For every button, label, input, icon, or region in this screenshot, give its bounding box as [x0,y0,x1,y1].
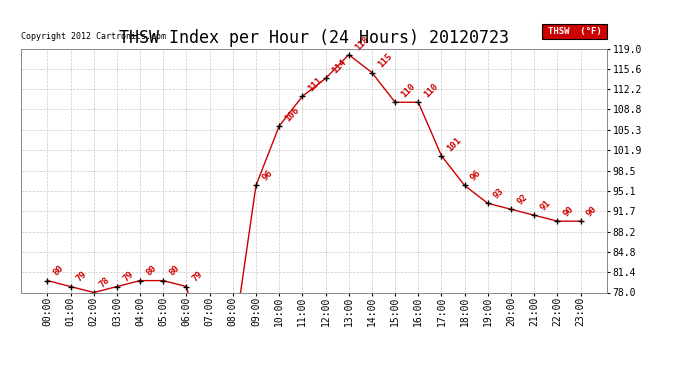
Text: 90: 90 [584,204,599,218]
Text: 78: 78 [98,276,112,290]
Text: 80: 80 [144,264,158,278]
Text: 69: 69 [0,374,1,375]
Title: THSW Index per Hour (24 Hours) 20120723: THSW Index per Hour (24 Hours) 20120723 [119,29,509,47]
Text: 92: 92 [515,192,529,207]
Text: 118: 118 [353,34,371,52]
Text: 101: 101 [446,135,464,153]
Text: 80: 80 [52,264,66,278]
Text: 115: 115 [376,52,394,70]
Text: 91: 91 [538,198,552,212]
Text: 90: 90 [562,204,575,218]
Text: Copyright 2012 Cartronics.com: Copyright 2012 Cartronics.com [21,32,166,41]
Text: 114: 114 [330,58,348,76]
Text: 79: 79 [190,270,204,284]
Text: 93: 93 [492,187,506,201]
Text: 110: 110 [422,82,440,99]
Text: 96: 96 [260,169,274,183]
Text: THSW  (°F): THSW (°F) [548,27,601,36]
Text: 79: 79 [121,270,135,284]
Text: 96: 96 [469,169,483,183]
Text: 111: 111 [306,76,324,93]
Text: 106: 106 [284,105,301,123]
Text: 110: 110 [400,82,417,99]
Text: 63: 63 [0,374,1,375]
Text: 80: 80 [168,264,181,278]
Text: 79: 79 [75,270,89,284]
